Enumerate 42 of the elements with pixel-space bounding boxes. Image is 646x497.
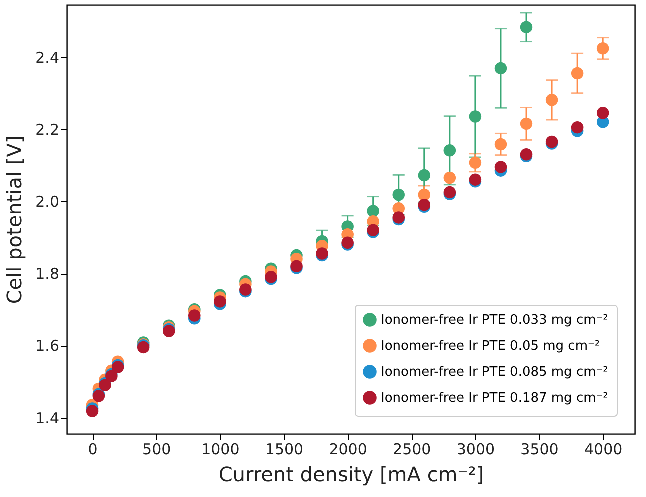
point [520, 118, 533, 130]
x-tick-label: 1000 [202, 440, 240, 458]
point [367, 205, 380, 218]
point [418, 188, 431, 202]
x-axis-title: Current density [mA cm⁻²] [218, 462, 484, 486]
x-tick-label: 2000 [329, 440, 368, 458]
point [571, 121, 584, 134]
point [546, 94, 558, 106]
legend-label: Ionomer-free Ir PTE 0.187 mg cm⁻² [381, 391, 608, 406]
point [571, 67, 584, 80]
x-tick-label: 3500 [520, 440, 559, 458]
point [418, 169, 431, 182]
x-tick-label: 500 [142, 440, 172, 458]
legend-label: Ionomer-free Ir PTE 0.085 mg cm⁻² [381, 365, 608, 380]
y-axis-title: Cell potential [V] [2, 136, 27, 304]
x-tick-label: 2500 [393, 440, 432, 458]
y-tick-label: 1.4 [36, 409, 60, 428]
y-tick-label: 2.4 [36, 48, 60, 67]
x-tick-label: 4000 [584, 440, 623, 458]
point [469, 156, 482, 170]
point [469, 110, 482, 123]
point [214, 296, 226, 308]
x-tick-label: 1500 [265, 440, 304, 458]
point [392, 188, 405, 202]
point [494, 62, 508, 75]
point [444, 144, 456, 157]
y-tick-label: 1.6 [36, 337, 60, 356]
legend-label: Ionomer-free Ir PTE 0.033 mg cm⁻² [381, 313, 608, 328]
y-tick-label: 2.2 [36, 120, 60, 139]
point [494, 161, 508, 174]
point [444, 172, 456, 184]
x-tick-label: 0 [88, 440, 98, 458]
point [86, 405, 99, 418]
legend-label: Ionomer-free Ir PTE 0.05 mg cm⁻² [381, 339, 600, 354]
point [520, 21, 533, 34]
y-tick-label: 2.0 [36, 192, 60, 211]
y-tick-label: 1.8 [36, 265, 60, 284]
point [596, 107, 610, 120]
x-tick-label: 3000 [456, 440, 496, 458]
point [596, 42, 610, 55]
point [494, 138, 508, 151]
point [188, 310, 201, 322]
